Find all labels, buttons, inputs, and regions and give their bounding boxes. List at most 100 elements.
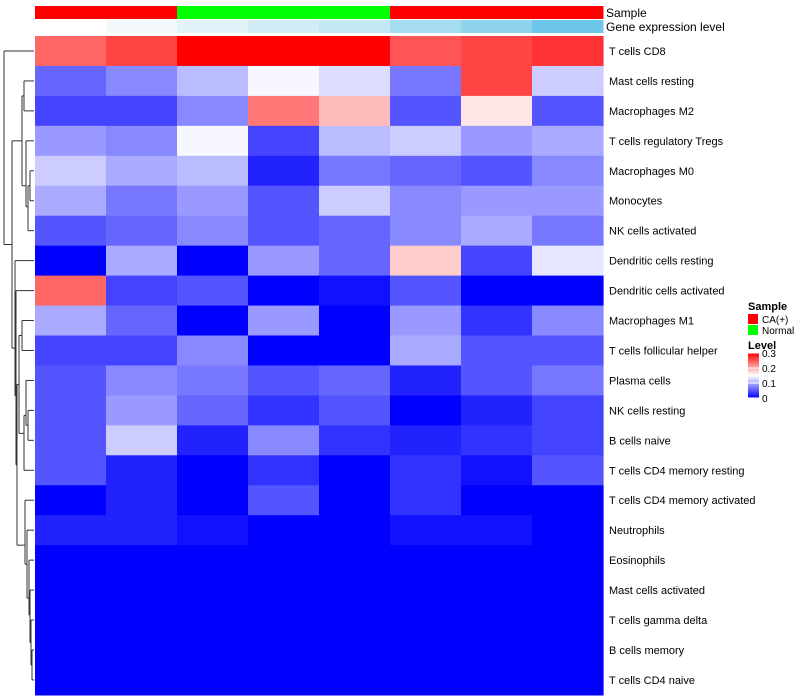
heatmap-cell bbox=[35, 575, 107, 606]
heatmap-cell bbox=[461, 664, 533, 696]
gene-expression-annotation-cell bbox=[319, 20, 391, 33]
heatmap-cell bbox=[177, 335, 249, 367]
heatmap-cell bbox=[177, 664, 249, 696]
heatmap-cell bbox=[390, 365, 462, 396]
heatmap-cell bbox=[532, 125, 604, 157]
heatmap-cell bbox=[319, 545, 391, 576]
legend-level-tick-label: 0 bbox=[762, 394, 768, 405]
heatmap-cell bbox=[390, 515, 462, 546]
heatmap-cell bbox=[461, 245, 533, 277]
heatmap-cell bbox=[177, 305, 249, 337]
heatmap-cell bbox=[461, 605, 533, 636]
heatmap-cell bbox=[461, 305, 533, 337]
heatmap-cell bbox=[106, 545, 178, 576]
sample-annotation-cell bbox=[248, 6, 320, 19]
sample-annotation-bar bbox=[35, 6, 604, 19]
legend-level-scale: 0.3 0.2 0.1 0 bbox=[748, 349, 776, 405]
heatmap-cell bbox=[461, 36, 533, 67]
heatmap-cell bbox=[177, 425, 249, 456]
heatmap-cell bbox=[532, 515, 604, 546]
row-label: B cells naive bbox=[609, 435, 671, 447]
heatmap-cell bbox=[532, 485, 604, 516]
heatmap-cell bbox=[319, 664, 391, 696]
legend-level-tick-label: 0.3 bbox=[762, 349, 776, 360]
heatmap-cell bbox=[461, 155, 533, 187]
heatmap-cell bbox=[177, 65, 249, 97]
heatmap-cell bbox=[35, 305, 107, 337]
heatmap-cell bbox=[248, 425, 320, 456]
heatmap-cell bbox=[319, 185, 391, 217]
heatmap-cell bbox=[461, 65, 533, 97]
heatmap-cell bbox=[248, 664, 320, 696]
row-label: B cells memory bbox=[609, 645, 685, 657]
heatmap-cell bbox=[532, 545, 604, 576]
gene-expression-annotation-cell bbox=[248, 20, 320, 33]
sample-annotation-cell bbox=[390, 6, 462, 19]
heatmap-cell bbox=[319, 95, 391, 127]
heatmap-cell bbox=[177, 515, 249, 546]
row-label: Mast cells activated bbox=[609, 585, 705, 597]
heatmap-cell bbox=[248, 605, 320, 636]
row-dendrogram bbox=[3, 50, 34, 681]
heatmap-cell bbox=[390, 455, 462, 486]
heatmap-cell bbox=[532, 155, 604, 187]
heatmap-cell bbox=[248, 155, 320, 187]
heatmap-cell bbox=[248, 335, 320, 367]
heatmap-cell bbox=[319, 305, 391, 337]
heatmap-cell bbox=[319, 155, 391, 187]
heatmap-cell bbox=[461, 185, 533, 217]
heatmap-cell bbox=[35, 485, 107, 516]
heatmap-cell bbox=[248, 275, 320, 307]
heatmap-cell bbox=[390, 605, 462, 636]
heatmap-cell bbox=[177, 395, 249, 426]
heatmap-cell bbox=[390, 425, 462, 456]
heatmap-cell bbox=[35, 545, 107, 576]
heatmap-cell bbox=[319, 245, 391, 277]
heatmap-cell bbox=[390, 155, 462, 187]
heatmap-cell bbox=[248, 515, 320, 546]
heatmap-cell bbox=[248, 575, 320, 606]
heatmap-cell bbox=[532, 245, 604, 277]
heatmap-cell bbox=[461, 545, 533, 576]
heatmap-cell bbox=[35, 65, 107, 97]
sample-annotation-cell bbox=[177, 6, 249, 19]
heatmap-cell bbox=[106, 335, 178, 367]
heatmap-cell bbox=[35, 635, 107, 666]
heatmap-cell bbox=[35, 125, 107, 157]
heatmap-cell bbox=[319, 335, 391, 367]
heatmap-cell bbox=[532, 635, 604, 666]
heatmap-cell bbox=[319, 605, 391, 636]
heatmap-cell bbox=[177, 36, 249, 67]
sample-annotation-cell bbox=[319, 6, 391, 19]
heatmap-cell bbox=[106, 125, 178, 157]
gene-expression-annotation-label: Gene expression level bbox=[606, 20, 725, 34]
heatmap-cell bbox=[461, 455, 533, 486]
heatmap-cell bbox=[106, 275, 178, 307]
heatmap-cell bbox=[248, 545, 320, 576]
heatmap-cell bbox=[106, 485, 178, 516]
heatmap-cell bbox=[106, 605, 178, 636]
row-label: Macrophages M2 bbox=[609, 106, 694, 118]
heatmap-cell bbox=[390, 245, 462, 277]
gene-expression-annotation-bar bbox=[35, 20, 604, 33]
heatmap-cell bbox=[106, 245, 178, 277]
row-label: Macrophages M0 bbox=[609, 166, 694, 178]
heatmap-cell bbox=[106, 455, 178, 486]
heatmap-cell bbox=[177, 635, 249, 666]
heatmap-cell bbox=[390, 485, 462, 516]
heatmap-cell bbox=[177, 215, 249, 247]
heatmap-cell bbox=[532, 455, 604, 486]
heatmap-cell bbox=[319, 36, 391, 67]
legend-level-title: Level bbox=[748, 340, 776, 352]
row-label: T cells regulatory Tregs bbox=[609, 136, 724, 148]
heatmap-cell bbox=[319, 215, 391, 247]
heatmap-cell bbox=[532, 95, 604, 127]
heatmap-cell bbox=[532, 365, 604, 396]
heatmap-cell bbox=[532, 215, 604, 247]
heatmap-cell bbox=[461, 395, 533, 426]
legend-level-tick-label: 0.1 bbox=[762, 379, 776, 390]
heatmap-cell bbox=[35, 155, 107, 187]
heatmap-cell bbox=[461, 635, 533, 666]
legend-sample-swatch bbox=[748, 325, 758, 335]
heatmap-cell bbox=[177, 545, 249, 576]
